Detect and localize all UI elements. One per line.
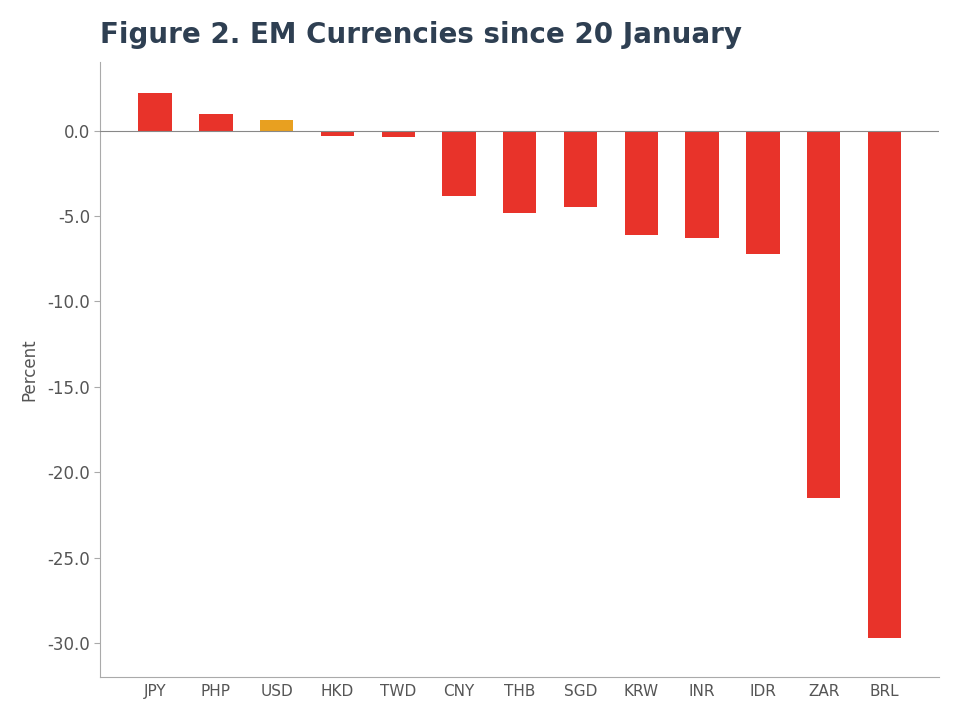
Bar — [260, 120, 294, 130]
Bar — [200, 114, 232, 130]
Y-axis label: Percent: Percent — [21, 338, 38, 401]
Text: Figure 2. EM Currencies since 20 January: Figure 2. EM Currencies since 20 January — [101, 21, 742, 49]
Bar — [868, 130, 901, 638]
Bar — [685, 130, 719, 238]
Bar — [625, 130, 658, 235]
Bar — [443, 130, 476, 196]
Bar — [321, 130, 354, 136]
Bar — [138, 93, 172, 130]
Bar — [746, 130, 780, 253]
Bar — [564, 130, 597, 207]
Bar — [806, 130, 840, 498]
Bar — [503, 130, 537, 212]
Bar — [381, 130, 415, 138]
